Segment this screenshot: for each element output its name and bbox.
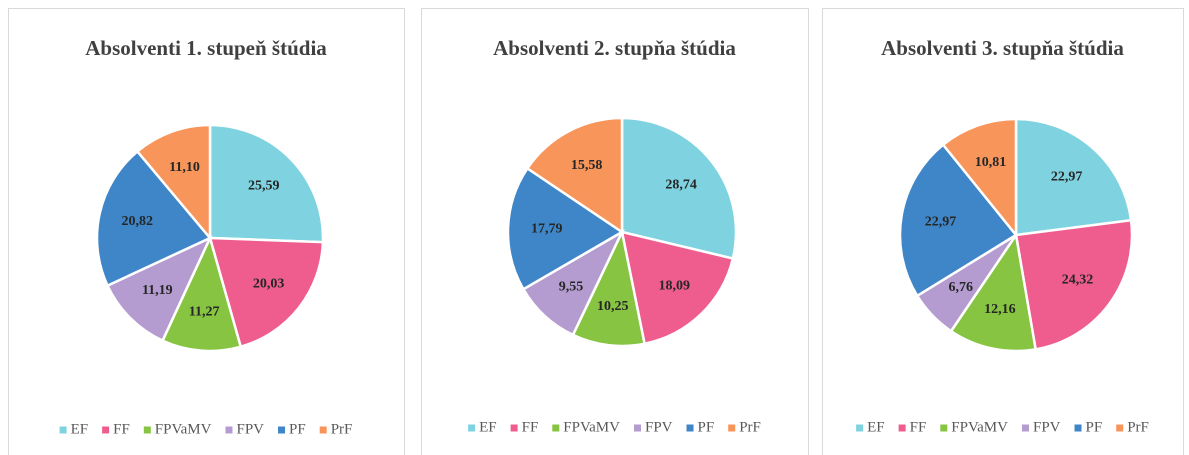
legend-swatch xyxy=(940,424,948,432)
data-label: 11,10 xyxy=(169,160,200,175)
legend-swatch xyxy=(686,424,694,432)
pie-slice xyxy=(1014,218,1134,351)
pie-slice xyxy=(941,117,1018,239)
legend-label: FPVaMV xyxy=(563,419,620,435)
legend-label: FPV xyxy=(236,421,264,437)
pie-slice xyxy=(525,116,624,235)
pie-slice xyxy=(160,234,243,353)
data-label: 22,97 xyxy=(925,214,957,229)
chart-title: Absolventi 3. stupňa štúdia xyxy=(881,36,1124,60)
pie-slice xyxy=(135,123,212,242)
legend-swatch xyxy=(143,426,151,434)
data-label: 20,82 xyxy=(121,214,153,229)
data-label: 11,27 xyxy=(189,305,220,320)
legend-swatch xyxy=(225,426,233,434)
pie-slice xyxy=(949,231,1038,353)
legend-swatch xyxy=(510,424,518,432)
legend-swatch xyxy=(319,426,327,434)
pie-slice xyxy=(95,149,213,288)
legend-label: PF xyxy=(289,421,306,437)
legend-label: PF xyxy=(698,419,715,435)
legend-label: PrF xyxy=(331,421,353,437)
legend-swatch xyxy=(728,424,736,432)
legend-swatch xyxy=(552,424,560,432)
legend-label: PrF xyxy=(739,419,761,435)
data-label: 17,79 xyxy=(531,222,563,237)
legend-swatch xyxy=(898,424,906,432)
pie-slice xyxy=(1014,117,1133,237)
pie-slice xyxy=(898,142,1018,298)
legend-label: FPV xyxy=(645,419,673,435)
pie-slice xyxy=(620,230,735,346)
data-label: 25,59 xyxy=(248,178,280,193)
legend-label: FPVaMV xyxy=(951,419,1008,435)
legend-swatch xyxy=(59,426,67,434)
chart-title: Absolventi 1. stupeň štúdia xyxy=(85,36,327,60)
pie-slice xyxy=(506,166,625,291)
legend-swatch xyxy=(278,426,286,434)
legend-label: FPV xyxy=(1033,419,1061,435)
data-label: 22,97 xyxy=(1051,170,1083,185)
chart-title: Absolventi 2. stupňa štúdia xyxy=(493,36,736,60)
legend-swatch xyxy=(1116,424,1124,432)
legend-label: FF xyxy=(910,419,927,435)
legend-swatch xyxy=(1074,424,1082,432)
data-label: 28,74 xyxy=(665,178,697,193)
legend-label: FF xyxy=(522,419,539,435)
data-label: 10,81 xyxy=(975,155,1007,170)
legend-label: EF xyxy=(71,421,89,437)
data-label: 11,19 xyxy=(142,283,173,298)
data-label: 12,16 xyxy=(984,302,1016,317)
legend-swatch xyxy=(856,424,864,432)
pie-slice xyxy=(105,235,213,343)
data-label: 15,58 xyxy=(571,158,603,173)
pie-slice xyxy=(620,116,738,261)
pie-slice xyxy=(208,236,325,349)
legend-swatch xyxy=(1021,424,1029,432)
legend-label: PF xyxy=(1086,419,1103,435)
legend-swatch xyxy=(102,426,110,434)
data-label: 9,55 xyxy=(559,280,584,295)
legend-label: EF xyxy=(867,419,885,435)
legend-label: PrF xyxy=(1127,419,1149,435)
data-label: 24,32 xyxy=(1062,273,1094,288)
data-label: 18,09 xyxy=(658,278,690,293)
legend-label: FF xyxy=(113,421,130,437)
legend-label: EF xyxy=(479,419,497,435)
data-label: 10,25 xyxy=(597,299,629,314)
data-label: 20,03 xyxy=(253,276,285,291)
legend-swatch xyxy=(468,424,476,432)
pie-slice xyxy=(571,228,647,348)
data-label: 6,76 xyxy=(948,280,973,295)
pie-slice xyxy=(208,123,325,244)
legend-label: FPVaMV xyxy=(155,421,212,437)
legend-swatch xyxy=(633,424,641,432)
